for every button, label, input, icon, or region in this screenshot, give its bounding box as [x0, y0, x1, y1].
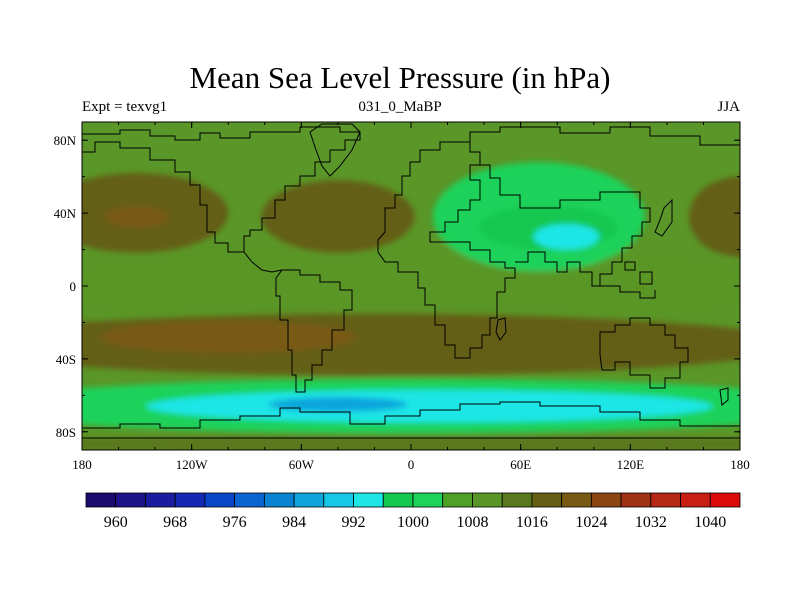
season-label: JJA: [717, 99, 740, 115]
colorbar-swatch: [263, 492, 295, 508]
region-asian-low-core: [533, 224, 600, 250]
y-tick-label: 40S: [56, 352, 76, 367]
coastline-asia: [469, 126, 740, 287]
time-label: 031_0_MaBP: [358, 99, 442, 115]
colorbar-swatch: [145, 492, 176, 508]
y-tick-label: 80S: [56, 425, 76, 440]
colorbar-label: 976: [223, 514, 247, 531]
colorbar-label: 1040: [694, 514, 726, 531]
x-tick-label: 60W: [289, 457, 315, 472]
colorbar-swatch: [590, 492, 622, 508]
colorbar-swatch: [204, 492, 236, 508]
region-antarctic-coast: [82, 435, 740, 450]
coastline-greenland: [309, 123, 361, 177]
x-tick-label: 180: [72, 457, 92, 472]
colorbar-swatch: [323, 492, 354, 508]
colorbar-swatch: [531, 492, 563, 508]
colorbar-swatch: [501, 492, 533, 508]
y-tick-label: 40N: [54, 206, 77, 221]
chart-title: Mean Sea Level Pressure (in hPa): [189, 60, 611, 95]
region-southern-trough-core: [268, 397, 408, 412]
colorbar-swatch: [561, 492, 592, 508]
coastline-europe-africa: [377, 141, 516, 359]
colorbar-label: 1032: [635, 514, 667, 531]
colorbar: 960 968 976 984 992 1000 1008 1016 1024 1032 1040: [85, 492, 741, 531]
coastline-indonesia: [600, 261, 656, 299]
colorbar-swatch: [709, 492, 741, 508]
colorbar-label: 960: [104, 514, 128, 531]
colorbar-label: 1008: [456, 514, 488, 531]
coastline-central-america: [243, 251, 283, 273]
colorbar-label: 984: [282, 514, 306, 531]
region-north-atlantic-high: [261, 180, 415, 254]
colorbar-swatch: [680, 492, 711, 508]
y-axis: 80N 40N 0 40S 80S: [54, 133, 740, 440]
colorbar-swatch: [412, 492, 444, 508]
colorbar-swatch: [85, 492, 117, 508]
pressure-contours: [82, 162, 740, 450]
region-north-pacific-high-core: [103, 205, 170, 228]
x-tick-label: 120W: [176, 457, 209, 472]
colorbar-label: 1024: [575, 514, 607, 531]
region-pacific-high-east: [688, 176, 740, 257]
coastline-north-america: [82, 126, 361, 253]
coastlines: [82, 123, 740, 439]
coastline-japan: [654, 198, 673, 237]
colorbar-swatch: [472, 492, 503, 508]
y-tick-label: 0: [70, 279, 77, 294]
colorbar-swatch: [174, 492, 206, 508]
colorbar-swatch: [650, 492, 681, 508]
colorbar-label: 1000: [397, 514, 429, 531]
colorbar-swatch: [293, 492, 325, 508]
colorbar-swatch: [382, 492, 414, 508]
region-subtropical-high-south-core: [100, 320, 357, 354]
coastline-south-america: [275, 269, 353, 393]
experiment-label: Expt = texvg1: [82, 99, 168, 115]
y-tick-label: 80N: [54, 133, 77, 148]
colorbar-swatch: [353, 492, 384, 508]
colorbar-label: 968: [163, 514, 187, 531]
region-southern-trough-mid: [145, 389, 713, 423]
coastline-antarctica: [82, 401, 740, 439]
coastline-australia: [599, 317, 689, 389]
x-tick-label: 60E: [510, 457, 531, 472]
colorbar-label: 1016: [516, 514, 548, 531]
x-tick-label: 120E: [617, 457, 645, 472]
colorbar-swatch: [442, 492, 473, 508]
colorbar-label: 992: [342, 514, 366, 531]
x-tick-label: 180: [730, 457, 750, 472]
coastline-new-zealand: [719, 387, 729, 406]
colorbar-swatch: [234, 492, 265, 508]
coastline-madagascar: [495, 317, 507, 341]
colorbar-swatch: [620, 492, 652, 508]
x-tick-label: 0: [408, 457, 415, 472]
x-axis: 180 120W 60W 0 60E 120E 180: [72, 122, 750, 472]
colorbar-swatch: [115, 492, 146, 508]
